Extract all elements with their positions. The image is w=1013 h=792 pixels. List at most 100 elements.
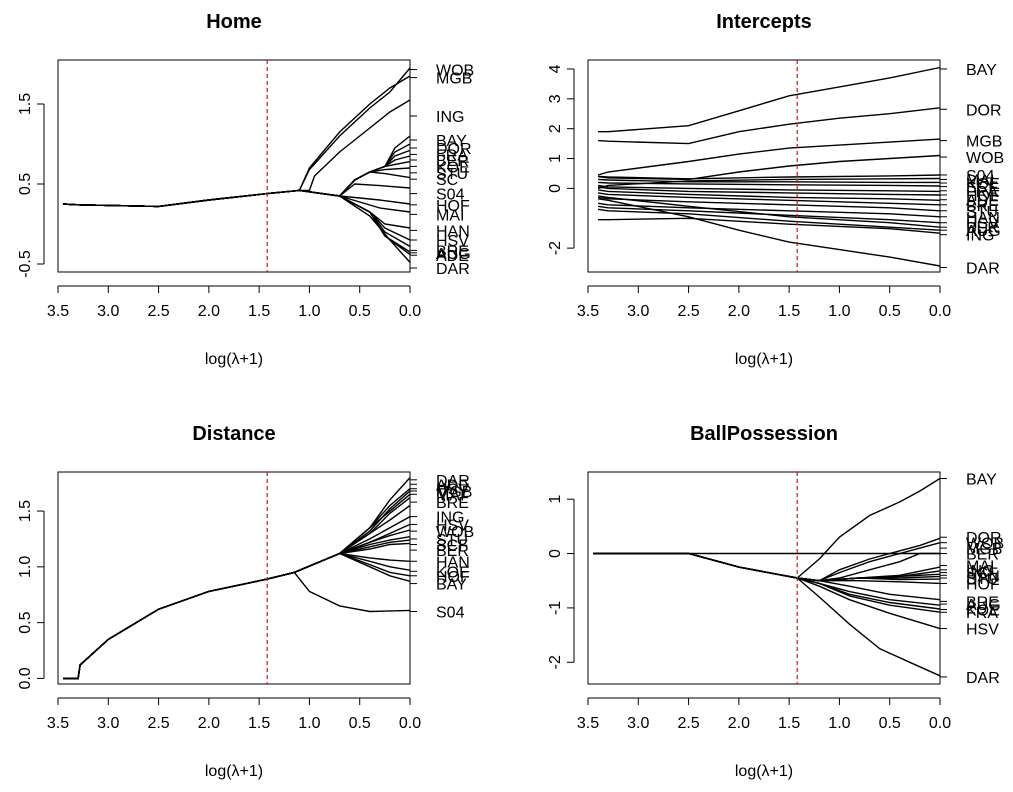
series-label-koe: KOE	[436, 564, 470, 581]
series-label-dor: DOR	[966, 102, 1002, 119]
series-label-han: HAN	[966, 210, 1000, 227]
panel-distance: Distance 3.5 3.0 2.5 2.0 1.5 1.0 0.5 0.0 log(λ+1)…	[17, 423, 474, 780]
series-label-stu: STU	[436, 166, 468, 183]
series-label-scf: SCF	[966, 180, 998, 197]
series-line-bay	[62, 135, 411, 208]
y-tick-label: -2	[547, 241, 564, 255]
series-line-ade	[597, 189, 941, 201]
x-axis-label: log(λ+1)	[205, 351, 263, 368]
panel-home: Home 3.5 3.0 2.5 2.0 1.5 1.0 0.5 0.0 log(λ+1) -0.5…	[17, 11, 474, 368]
series-line-s04	[62, 183, 411, 208]
series-label-ber: BER	[436, 543, 469, 560]
series-label-dar: DAR	[436, 261, 470, 278]
plot-frame	[57, 471, 411, 685]
series-line-mai	[63, 497, 411, 680]
series-label-hof: HOF	[436, 198, 470, 215]
series-label-bay: BAY	[436, 577, 467, 594]
series-label-mai: MAI	[436, 487, 464, 504]
x-tick-label: 1.5	[778, 715, 800, 732]
series-label-hof: HOF	[966, 576, 1000, 593]
series-label-hof: HOF	[436, 569, 470, 586]
series-line-aug	[597, 208, 941, 231]
series-line-han	[62, 189, 411, 229]
y-tick-label: 3	[547, 94, 564, 103]
series-label-hof: HOF	[966, 188, 1000, 205]
series-line-dor	[593, 537, 941, 582]
series-label-hsv: HSV	[966, 622, 999, 639]
series-label-s04: S04	[966, 168, 995, 185]
series-label-hsv: HSV	[436, 233, 469, 250]
panel-title: Home	[206, 11, 262, 33]
series-line-han	[63, 552, 411, 680]
series-line-mgb	[597, 138, 941, 176]
series-label-wob: WOB	[966, 150, 1004, 167]
x-tick-label: 2.5	[677, 303, 699, 320]
plot-frame	[57, 59, 411, 273]
series-label-hsv: HSV	[436, 517, 469, 534]
y-tick-label: 0	[547, 549, 564, 558]
series-line-ade	[62, 189, 411, 255]
series-label-mgb: MGB	[436, 484, 472, 501]
series-line-ade	[63, 488, 411, 680]
series-label-koe: KOE	[966, 176, 1000, 193]
x-tick-label: 3.5	[47, 715, 69, 732]
series-label-sc: SC	[436, 172, 458, 189]
x-tick-label: 2.0	[728, 715, 750, 732]
series-line-bay	[593, 477, 941, 579]
x-tick-label: 3.5	[47, 303, 69, 320]
series-line-ber	[62, 155, 411, 208]
y-tick-label: 0.5	[17, 611, 34, 633]
series-label-aug: AUG	[436, 246, 471, 263]
panel-title: Distance	[192, 423, 275, 445]
series-line-ing	[62, 99, 411, 208]
series-label-mai: MAI	[966, 558, 994, 575]
series-label-mai: MAI	[966, 172, 994, 189]
x-tick-label: 1.5	[248, 303, 270, 320]
x-tick-label: 1.0	[298, 715, 320, 732]
x-tick-label: 3.5	[577, 303, 599, 320]
series-label-ber: BER	[966, 220, 999, 237]
series-label-s04: S04	[436, 187, 465, 204]
series-line-dar	[63, 477, 411, 680]
series-line-bre	[597, 192, 941, 206]
series-line-bre	[63, 504, 411, 680]
series-label-dor: DOR	[966, 530, 1002, 547]
y-tick-label: 1.5	[17, 500, 34, 522]
series-label-dar: DAR	[436, 473, 470, 490]
x-tick-label: 2.5	[147, 303, 169, 320]
series-line-dar	[593, 552, 941, 677]
series-line-hsv	[63, 493, 411, 680]
series-label-scf: SCF	[966, 566, 998, 583]
series-label-bre: BRE	[436, 243, 469, 260]
y-tick-label: 0.5	[17, 173, 34, 195]
series-label-bre: BRE	[966, 594, 999, 611]
x-tick-label: 1.5	[778, 303, 800, 320]
x-tick-label: 0.5	[879, 303, 901, 320]
x-tick-label: 2.0	[198, 303, 220, 320]
series-label-ade: ADE	[966, 193, 999, 210]
series-label-ing: ING	[436, 510, 464, 527]
series-label-scf: SCF	[436, 538, 468, 555]
series-line-wob	[593, 542, 941, 582]
y-tick-label: -2	[547, 655, 564, 669]
series-label-ing: ING	[966, 563, 994, 580]
series-label-stu: STU	[966, 571, 998, 588]
x-tick-label: 3.0	[627, 715, 649, 732]
x-tick-label: 0.5	[349, 715, 371, 732]
series-line-bay	[63, 552, 411, 680]
series-line-dar	[62, 189, 411, 263]
series-line-dar	[597, 198, 941, 267]
series-label-aug: AUG	[966, 223, 1001, 240]
series-label-mgb: MGB	[966, 134, 1002, 151]
series-line-bay	[598, 66, 941, 133]
series-line-s04	[598, 174, 941, 180]
series-label-mai: MAI	[436, 207, 464, 224]
x-tick-label: 0.0	[399, 303, 421, 320]
series-line-hof	[597, 186, 941, 196]
series-label-bay: BAY	[436, 133, 467, 150]
x-tick-label: 1.0	[298, 303, 320, 320]
plot-frame	[587, 59, 941, 273]
x-tick-label: 0.5	[349, 303, 371, 320]
y-tick-label: 0	[547, 184, 564, 193]
series-line-ber	[63, 542, 411, 680]
